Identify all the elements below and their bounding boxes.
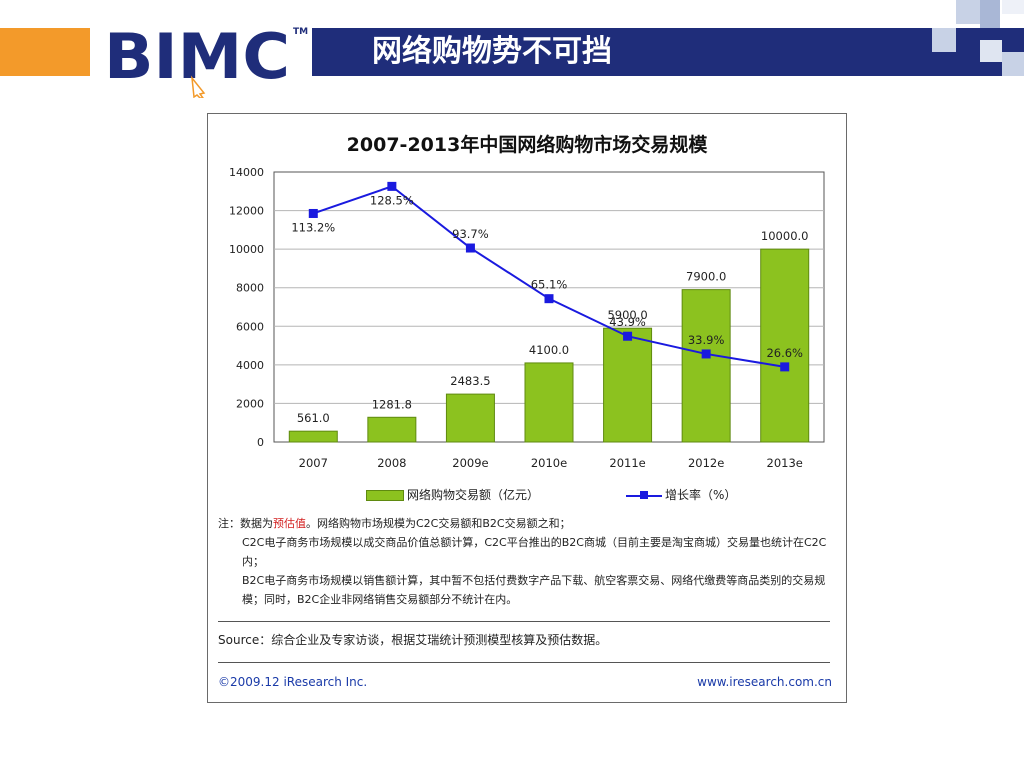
- deco-square: [956, 0, 980, 24]
- growth-value-label: 33.9%: [688, 333, 725, 347]
- bar: [760, 248, 810, 443]
- y-tick-label: 2000: [236, 397, 264, 410]
- legend-swatch-line: [626, 490, 662, 499]
- y-tick-label: 12000: [229, 205, 264, 218]
- bar: [681, 289, 731, 443]
- growth-point: [623, 331, 633, 341]
- note-highlight: 预估值: [273, 517, 306, 530]
- growth-value-label: 26.6%: [766, 346, 803, 360]
- source-text: Source：综合企业及专家访谈，根据艾瑞统计预测模型核算及预估数据。: [218, 633, 608, 647]
- bar: [524, 362, 574, 443]
- legend-swatch-bar: [366, 490, 404, 501]
- growth-value-label: 113.2%: [291, 220, 335, 234]
- deco-square: [1002, 0, 1024, 14]
- y-tick-label: 4000: [236, 359, 264, 372]
- copyright-text: ©2009.12 iResearch Inc.: [218, 675, 368, 689]
- bar: [367, 416, 417, 443]
- note-line-3: B2C电子商务市场规模以销售额计算，其中暂不包括付费数字产品下载、航空客票交易、…: [242, 574, 826, 606]
- divider: [218, 662, 830, 663]
- figure-card: 2007-2013年中国网络购物市场交易规模 0 2000 4000 6000 8000…: [207, 113, 847, 703]
- deco-square: [1002, 52, 1024, 76]
- y-tick-label: 10000: [229, 243, 264, 256]
- deco-square: [980, 0, 1000, 28]
- bar-value-label: 4100.0: [529, 343, 569, 357]
- y-tick-label: 8000: [236, 282, 264, 295]
- note-line-2: C2C电子商务市场规模以成交商品价值总额计算，C2C平台推出的B2C商城（目前主…: [242, 536, 827, 568]
- bar-value-label: 1281.8: [372, 397, 412, 411]
- bar: [603, 327, 653, 443]
- x-tick-label: 2013e: [767, 456, 803, 470]
- y-tick-label: 0: [257, 436, 264, 449]
- growth-point: [465, 243, 475, 253]
- bar-value-label: 5900.0: [607, 308, 647, 322]
- bimc-logo: BIMC TM: [104, 20, 308, 98]
- growth-value-label: 43.9%: [609, 315, 646, 329]
- legend-item-volume: 网络购物交易额（亿元）: [366, 486, 539, 503]
- legend-item-growth: 增长率（%）: [626, 486, 736, 503]
- bar: [445, 393, 495, 443]
- growth-point: [308, 208, 318, 218]
- bar-value-label: 561.0: [297, 411, 330, 425]
- growth-value-label: 128.5%: [370, 193, 414, 207]
- bar-value-label: 10000.0: [761, 229, 809, 243]
- growth-value-label: 65.1%: [531, 278, 568, 292]
- divider: [218, 621, 830, 622]
- growth-value-label: 93.7%: [452, 227, 489, 241]
- cursor-icon: [190, 75, 206, 98]
- x-tick-label: 2012e: [688, 456, 724, 470]
- logo-text: BIMC: [104, 20, 290, 93]
- y-tick-label: 14000: [229, 166, 264, 179]
- chart-title: 2007-2013年中国网络购物市场交易规模: [346, 134, 708, 156]
- legend-label-volume: 网络购物交易额（亿元）: [407, 488, 540, 502]
- legend: 网络购物交易额（亿元） 增长率（%）: [208, 486, 846, 506]
- growth-point: [701, 349, 711, 359]
- y-tick-label: 6000: [236, 320, 264, 333]
- chart: 0 2000 4000 6000 8000 10000 12000 14000 561.0 128…: [229, 166, 825, 470]
- growth-point: [780, 362, 790, 372]
- legend-label-growth: 增长率（%）: [665, 488, 737, 502]
- header-orange-block: [0, 28, 90, 76]
- growth-point: [387, 181, 397, 191]
- deco-square: [980, 40, 1002, 62]
- bar-value-label: 2483.5: [450, 374, 490, 388]
- slide-title: 网络购物势不可挡: [372, 34, 612, 69]
- website-link[interactable]: www.iresearch.com.cn: [697, 675, 832, 689]
- notes: 注：数据为预估值。网络购物市场规模为C2C交易额和B2C交易额之和； C2C电子…: [218, 514, 840, 609]
- header-bar: [312, 28, 1024, 76]
- x-tick-label: 2010e: [531, 456, 567, 470]
- deco-square: [932, 28, 956, 52]
- logo-trademark: TM: [293, 27, 308, 37]
- x-tick-label: 2007: [299, 456, 328, 470]
- note-line-1: 注：数据为预估值。网络购物市场规模为C2C交易额和B2C交易额之和；: [218, 517, 571, 530]
- x-tick-label: 2009e: [452, 456, 488, 470]
- bar: [288, 430, 338, 443]
- bar-value-label: 7900.0: [686, 270, 726, 284]
- x-tick-label: 2011e: [609, 456, 645, 470]
- x-tick-label: 2008: [377, 456, 406, 470]
- growth-point: [544, 294, 554, 304]
